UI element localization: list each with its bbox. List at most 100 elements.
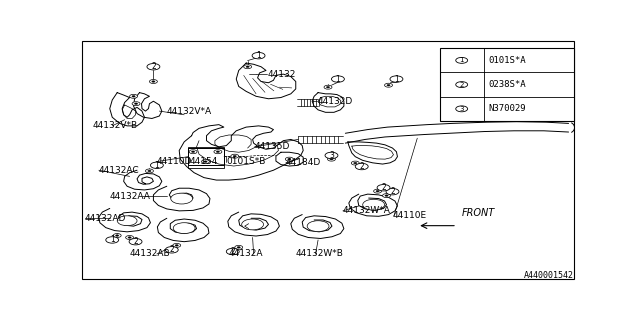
Text: 44184D: 44184D — [286, 158, 321, 167]
Circle shape — [148, 170, 151, 172]
Circle shape — [288, 158, 291, 160]
Text: 1: 1 — [394, 75, 399, 84]
Circle shape — [113, 234, 121, 237]
Text: 0101S*A: 0101S*A — [489, 56, 526, 65]
Circle shape — [214, 150, 222, 154]
Text: 2: 2 — [133, 237, 138, 246]
Circle shape — [189, 150, 197, 154]
Circle shape — [204, 161, 207, 162]
Circle shape — [387, 84, 390, 86]
Circle shape — [385, 195, 388, 196]
Circle shape — [351, 161, 359, 165]
Circle shape — [128, 237, 131, 238]
Text: 1: 1 — [154, 161, 159, 170]
Text: 1: 1 — [460, 57, 464, 63]
Circle shape — [456, 57, 468, 63]
Text: 44132: 44132 — [268, 70, 296, 79]
Circle shape — [330, 158, 333, 160]
Circle shape — [129, 238, 142, 245]
Circle shape — [132, 102, 140, 106]
Text: 44135D: 44135D — [255, 142, 290, 151]
Circle shape — [355, 163, 368, 170]
Circle shape — [175, 244, 179, 246]
Circle shape — [325, 152, 338, 159]
Bar — [188, 147, 224, 168]
Text: 44132W*A: 44132W*A — [343, 206, 391, 215]
Circle shape — [116, 235, 119, 236]
Text: 2: 2 — [151, 62, 156, 71]
Text: A440001542: A440001542 — [524, 271, 573, 280]
Circle shape — [132, 95, 135, 97]
Circle shape — [152, 81, 155, 82]
Text: 1: 1 — [335, 75, 340, 84]
Circle shape — [150, 162, 163, 169]
Text: 2: 2 — [230, 247, 235, 256]
Text: 44154: 44154 — [189, 157, 218, 166]
Circle shape — [374, 189, 381, 193]
Circle shape — [106, 237, 118, 243]
Circle shape — [233, 156, 236, 157]
Circle shape — [191, 151, 195, 153]
Circle shape — [285, 157, 293, 161]
Circle shape — [332, 76, 344, 82]
Text: 2: 2 — [170, 245, 174, 254]
Text: 44132AA: 44132AA — [110, 192, 150, 201]
Circle shape — [307, 221, 329, 232]
Text: 0101S*B: 0101S*B — [227, 157, 266, 166]
Circle shape — [125, 236, 134, 239]
Circle shape — [242, 219, 264, 230]
Text: 44110E: 44110E — [392, 211, 427, 220]
Circle shape — [202, 160, 209, 164]
Text: 44132D: 44132D — [317, 97, 353, 106]
Circle shape — [173, 223, 195, 234]
Text: 44132AC: 44132AC — [99, 166, 140, 175]
Text: 44132W*B: 44132W*B — [296, 250, 344, 259]
Text: 2: 2 — [390, 187, 395, 196]
Circle shape — [147, 64, 160, 70]
Circle shape — [363, 199, 385, 210]
Circle shape — [328, 157, 335, 161]
Circle shape — [134, 103, 138, 105]
Circle shape — [386, 188, 399, 195]
Text: 1: 1 — [256, 51, 261, 60]
Circle shape — [231, 154, 239, 158]
Circle shape — [244, 65, 252, 69]
Circle shape — [129, 94, 138, 98]
Text: 0238S*A: 0238S*A — [489, 80, 526, 89]
Circle shape — [390, 76, 403, 82]
Text: FRONT: FRONT — [462, 208, 495, 218]
Circle shape — [216, 151, 220, 153]
Circle shape — [456, 106, 468, 112]
Circle shape — [326, 86, 330, 88]
Circle shape — [376, 190, 379, 192]
Circle shape — [383, 194, 390, 197]
Circle shape — [117, 216, 137, 226]
Text: 2: 2 — [359, 162, 364, 171]
Circle shape — [237, 246, 240, 248]
Text: 2: 2 — [381, 183, 386, 192]
Text: 44132AD: 44132AD — [85, 214, 126, 223]
Circle shape — [252, 52, 265, 59]
Text: 44132V*B: 44132V*B — [92, 121, 138, 130]
Circle shape — [165, 247, 178, 253]
Text: 3: 3 — [460, 106, 464, 112]
Circle shape — [150, 80, 157, 84]
Circle shape — [171, 193, 193, 204]
Text: 3: 3 — [329, 151, 334, 160]
Circle shape — [456, 82, 468, 88]
Text: N370029: N370029 — [489, 104, 526, 113]
Circle shape — [377, 185, 390, 191]
Circle shape — [246, 66, 249, 68]
Circle shape — [385, 83, 392, 87]
Circle shape — [235, 245, 243, 249]
Text: 44132AB: 44132AB — [129, 250, 170, 259]
Text: 44110D: 44110D — [157, 157, 192, 166]
Circle shape — [145, 169, 154, 173]
Text: 44132V*A: 44132V*A — [167, 107, 212, 116]
Text: 2: 2 — [460, 82, 464, 88]
Text: 44132A: 44132A — [229, 250, 263, 259]
Circle shape — [354, 162, 357, 164]
Circle shape — [324, 85, 332, 89]
Circle shape — [173, 244, 180, 247]
Bar — [440, 48, 573, 121]
